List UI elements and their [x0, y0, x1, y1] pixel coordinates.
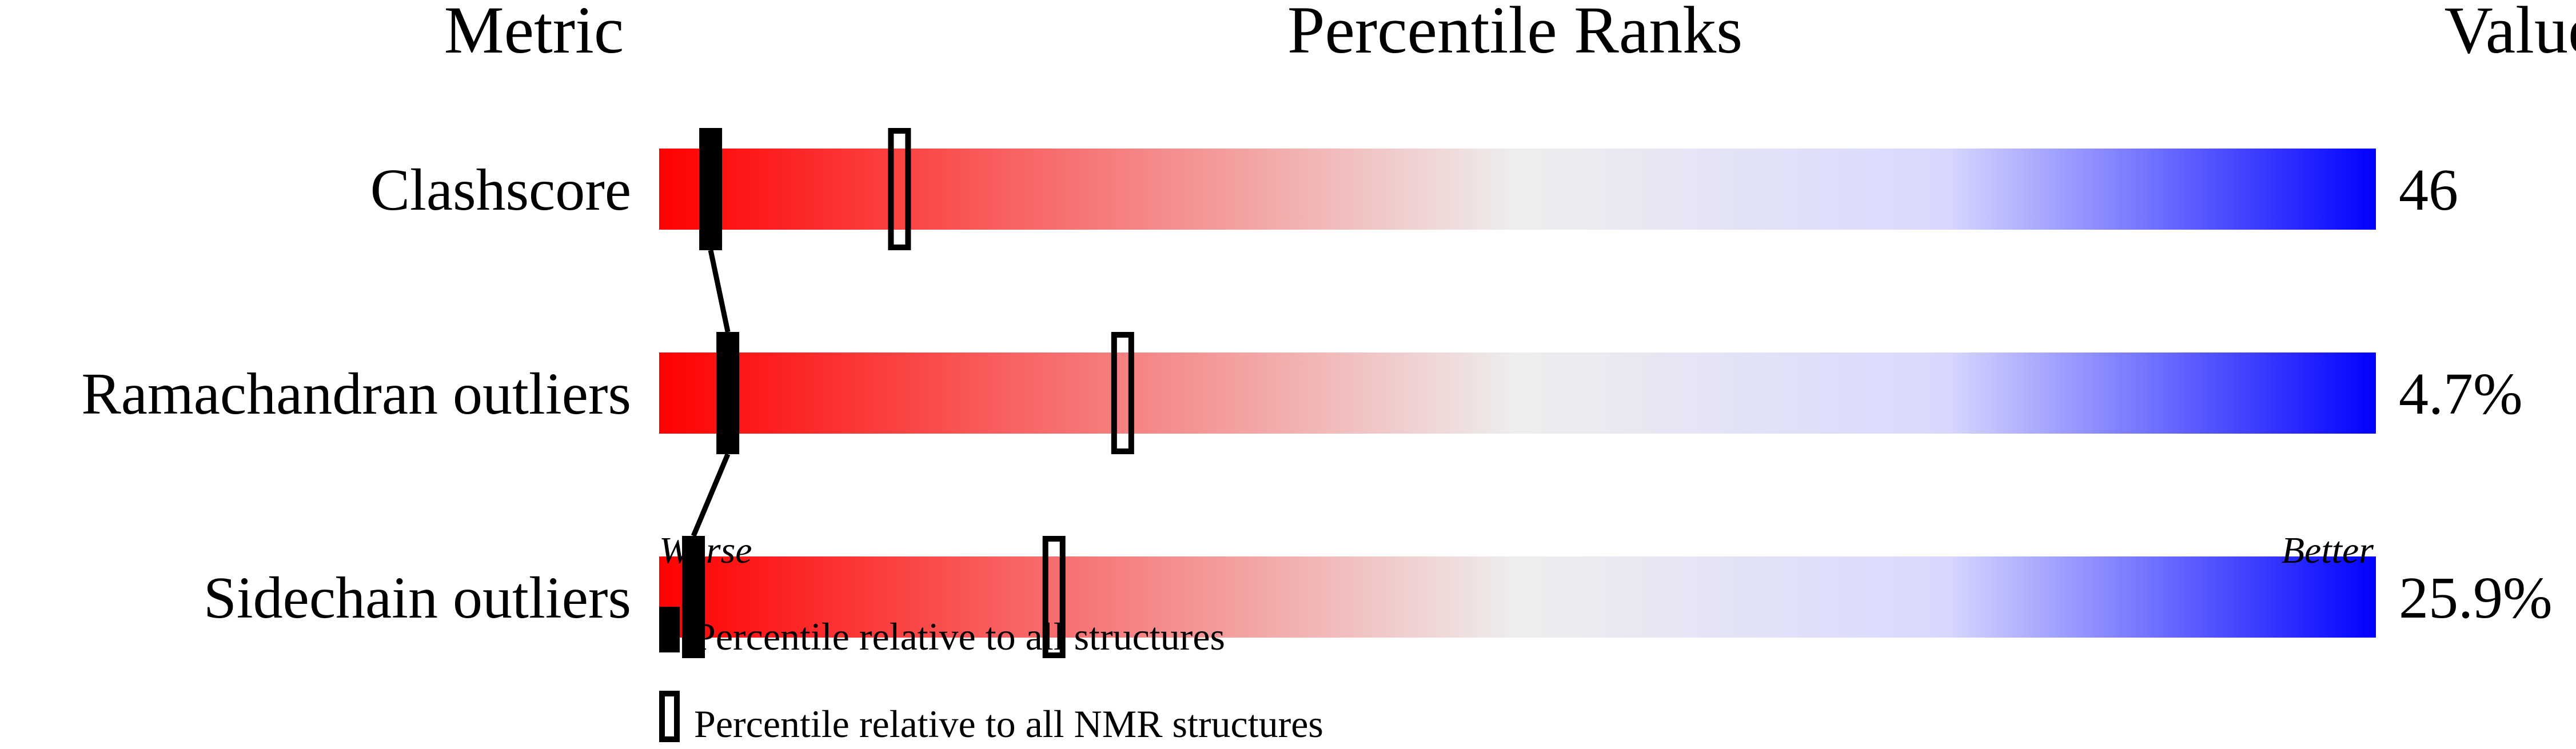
- marker-all-percentile: [699, 128, 723, 250]
- percentile-bar: [659, 556, 2376, 638]
- marker-nmr-percentile: [888, 128, 911, 250]
- marker-nmr-percentile: [1042, 536, 1066, 658]
- axis-label-better: Better: [2282, 530, 2374, 571]
- marker-nmr-percentile: [1111, 332, 1134, 454]
- connector-line: [691, 453, 731, 537]
- metric-label: Clashscore: [370, 157, 631, 223]
- metric-value: 4.7%: [2399, 361, 2523, 427]
- header-metric: Metric: [444, 0, 624, 67]
- legend-open-marker-icon: [659, 691, 680, 742]
- header-value: Value: [2445, 0, 2576, 67]
- marker-all-percentile: [716, 332, 740, 454]
- percentile-bar: [659, 353, 2376, 434]
- legend-all-structures: Percentile relative to all structures: [694, 615, 1225, 658]
- metric-value: 46: [2399, 157, 2458, 223]
- marker-all-percentile: [682, 536, 705, 658]
- header-percentile-ranks: Percentile Ranks: [1287, 0, 1742, 67]
- legend-nmr-structures: Percentile relative to all NMR structure…: [694, 702, 1323, 746]
- connector-line: [708, 250, 731, 333]
- metric-value: 25.9%: [2399, 565, 2553, 631]
- metric-label: Ramachandran outliers: [81, 361, 631, 427]
- percentile-bar: [659, 149, 2376, 230]
- metric-label: Sidechain outliers: [204, 565, 631, 631]
- axis-label-worse: Worse: [659, 530, 752, 571]
- legend-filled-marker-icon: [659, 607, 680, 652]
